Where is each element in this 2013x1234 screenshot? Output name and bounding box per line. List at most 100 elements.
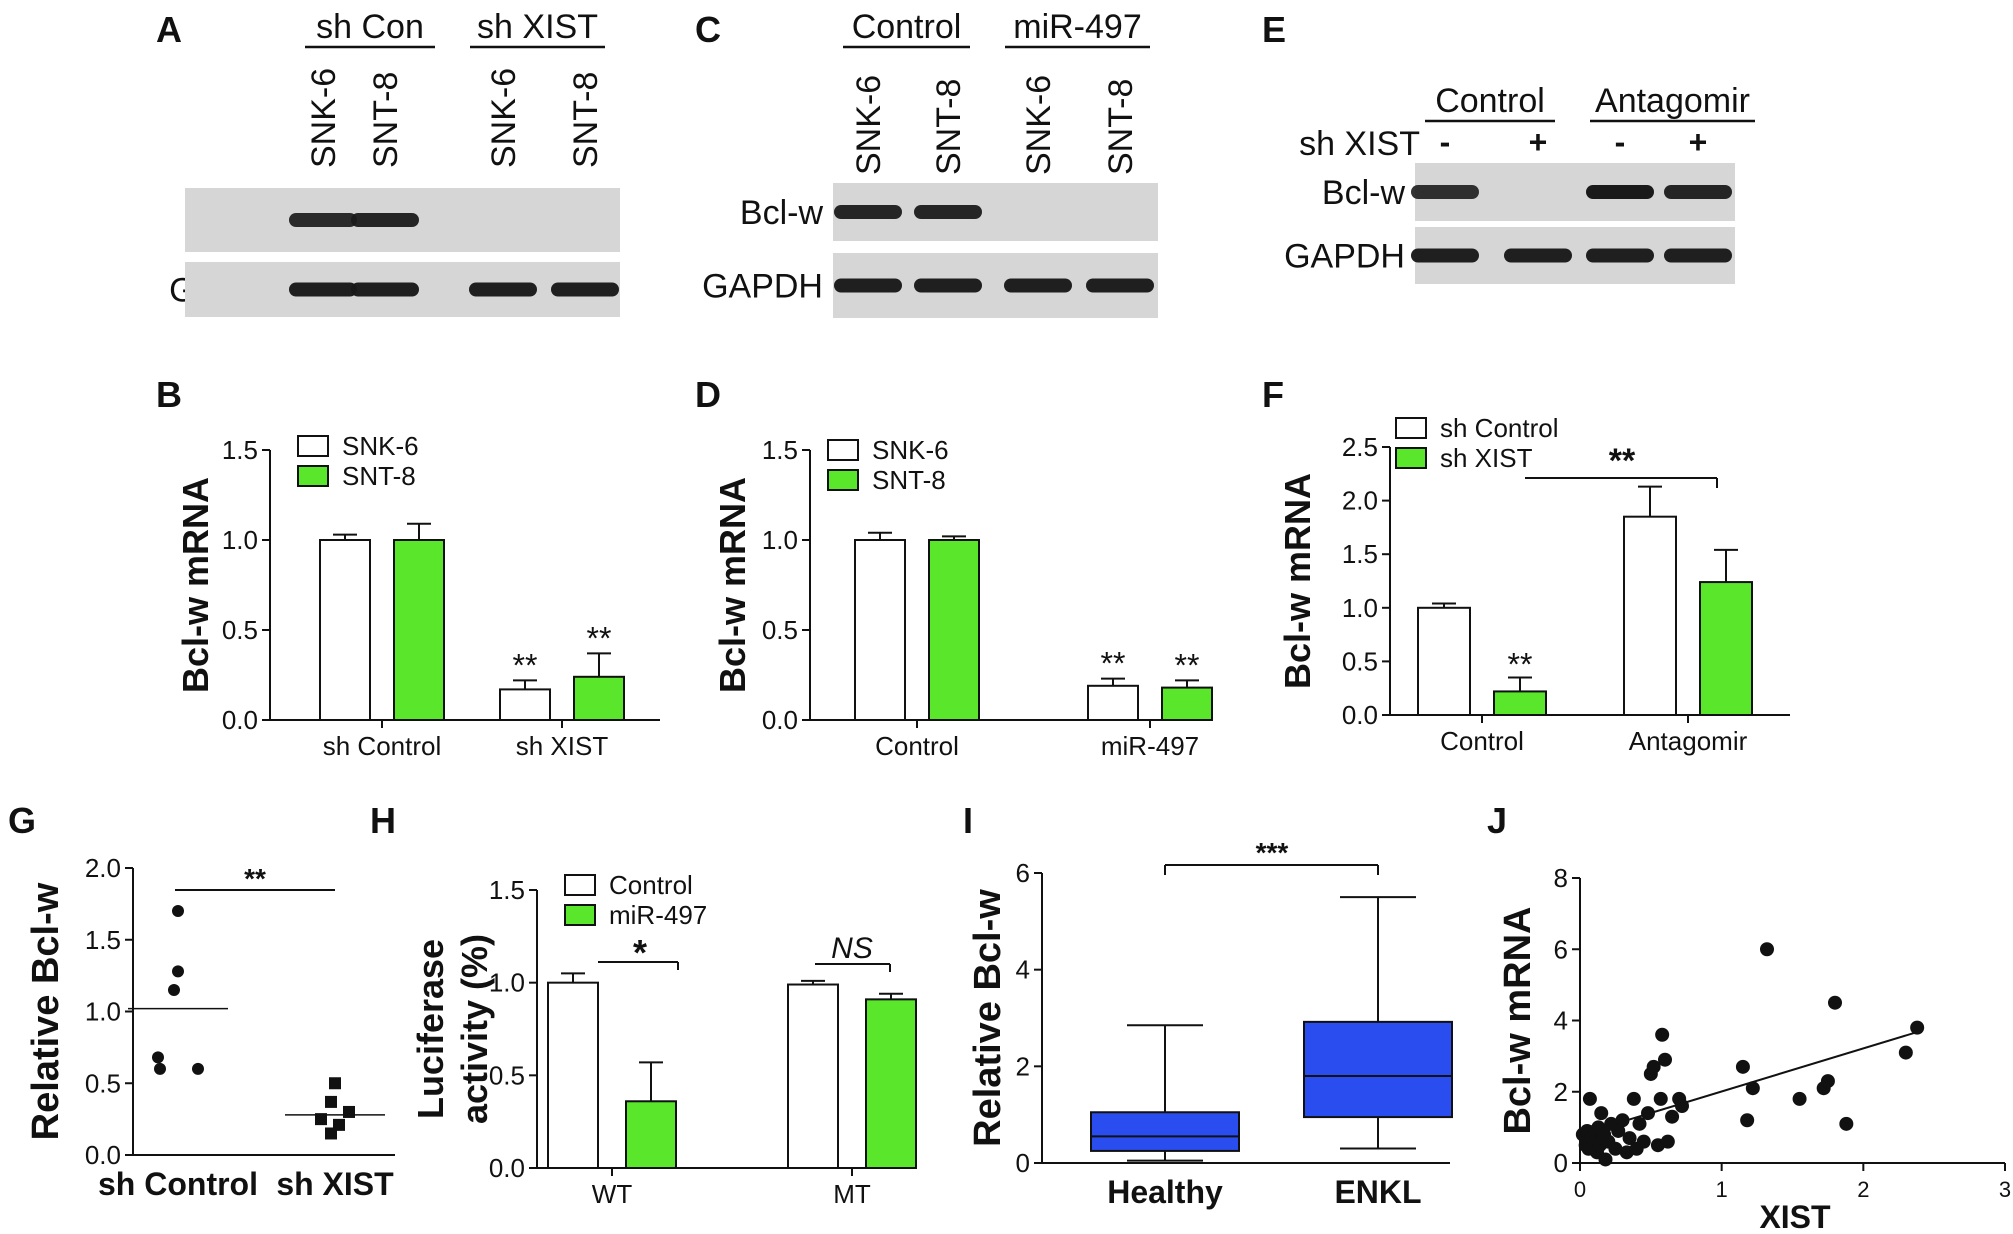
box-iqr xyxy=(1090,1111,1240,1152)
y-tick-label: 2 xyxy=(1016,1051,1030,1081)
x-tick-label: Control xyxy=(875,731,959,761)
data-point xyxy=(172,965,184,978)
blot-band xyxy=(834,278,902,293)
panel-letter-e: E xyxy=(1262,9,1286,50)
blot-group-label: Control xyxy=(1435,82,1545,120)
data-point xyxy=(1582,1091,1597,1106)
blot-band xyxy=(914,278,982,293)
legend-swatch xyxy=(564,874,596,896)
y-tick-label: 1.0 xyxy=(222,525,258,555)
blot-lane-label: SNK-6 xyxy=(485,68,523,168)
data-point xyxy=(1632,1116,1647,1131)
chart-panel-j: 0 2 4 6 8 Bcl-w mRNA 0 1 2 3 XIST xyxy=(1497,863,2011,1234)
panel-letters: A C E B D F G H I J xyxy=(8,9,1507,841)
legend-swatch xyxy=(564,904,596,926)
blot-sign: + xyxy=(1529,124,1548,160)
significance-mark: ** xyxy=(513,647,538,683)
blot-band xyxy=(834,205,902,219)
data-point xyxy=(315,1113,327,1126)
data-point xyxy=(1760,942,1774,957)
y-axis-label: Bcl-w mRNA xyxy=(175,477,216,693)
blot-band xyxy=(289,213,357,227)
data-point xyxy=(154,1062,166,1075)
blot-lane-label: SNT-8 xyxy=(567,72,605,168)
data-point xyxy=(1792,1091,1807,1106)
data-point xyxy=(1820,1074,1835,1089)
y-tick-label: 6 xyxy=(1554,934,1568,964)
data-point xyxy=(329,1077,341,1090)
x-tick-label: sh Control xyxy=(98,1166,258,1202)
data-point xyxy=(1910,1020,1925,1035)
blot-lane-label: SNT-8 xyxy=(1102,79,1140,175)
y-tick-label: 0.0 xyxy=(222,705,258,735)
blot-band xyxy=(1504,248,1572,263)
data-point xyxy=(1608,1141,1623,1156)
panel-letter-f: F xyxy=(1262,374,1284,415)
y-tick-label: 2 xyxy=(1554,1077,1568,1107)
blot-c: Control miR-497 SNK-6 SNT-8 SNK-6 SNT-8 Bcl-w G… xyxy=(702,8,1158,318)
blot-protein-label: Bcl-w xyxy=(1322,174,1406,212)
data-point xyxy=(1594,1106,1609,1121)
blot-protein-label: GAPDH xyxy=(1284,238,1405,276)
blot-band xyxy=(1411,248,1479,263)
bar-snk-6 xyxy=(319,539,371,721)
blot-protein-label: GAPDH xyxy=(702,268,823,306)
data-point xyxy=(343,1105,355,1118)
y-axis-label: Luciferase xyxy=(410,939,451,1119)
legend-label: SNK-6 xyxy=(342,431,419,461)
panel-letter-g: G xyxy=(8,800,36,841)
y-axis-label: Relative Bcl-w xyxy=(967,889,1009,1147)
y-tick-label: 1.5 xyxy=(85,925,121,955)
y-tick-label: 0.0 xyxy=(1342,700,1378,730)
significance-mark: ** xyxy=(1175,647,1200,683)
blot-band xyxy=(914,205,982,219)
y-tick-label: 0.5 xyxy=(762,615,798,645)
y-tick-label: 4 xyxy=(1016,955,1030,985)
data-point xyxy=(1898,1045,1913,1060)
legend-label: SNT-8 xyxy=(872,465,946,495)
x-tick-label: miR-497 xyxy=(1101,731,1199,761)
y-tick-label: 6 xyxy=(1016,858,1030,888)
data-point xyxy=(1735,1059,1750,1074)
data-point xyxy=(1615,1113,1630,1128)
y-tick-label: 0.0 xyxy=(762,705,798,735)
y-tick-label: 1.0 xyxy=(489,968,525,998)
blot-band xyxy=(351,213,419,227)
data-point xyxy=(1646,1059,1661,1074)
blot-group-label: Control xyxy=(852,8,962,46)
chart-panel-h: Luciferase activity (%) 0.0 0.5 1.0 1.5 WT MT Co… xyxy=(410,870,917,1209)
x-tick-label: sh XIST xyxy=(276,1166,394,1202)
blot-band xyxy=(551,282,619,297)
bar-sh-xist xyxy=(1699,581,1753,717)
bar-snk-6 xyxy=(499,688,551,722)
y-axis-label: activity (%) xyxy=(454,934,495,1124)
y-axis-label: Bcl-w mRNA xyxy=(1497,906,1539,1134)
legend-swatch xyxy=(1395,447,1427,469)
x-tick-label: 3 xyxy=(1999,1177,2011,1202)
panel-letter-a: A xyxy=(156,9,182,50)
bar-sh-control xyxy=(1417,606,1471,716)
legend-label: sh XIST xyxy=(1440,443,1533,473)
y-tick-label: 1.0 xyxy=(1342,593,1378,623)
bar-mir-497 xyxy=(625,1100,677,1170)
legend-swatch xyxy=(1395,417,1427,439)
data-point xyxy=(1598,1152,1613,1167)
bar-sh-xist xyxy=(1493,690,1547,717)
x-tick-label: 0 xyxy=(1574,1177,1586,1202)
x-tick-label: Healthy xyxy=(1107,1174,1223,1210)
panel-letter-d: D xyxy=(695,374,721,415)
bar-mir-497 xyxy=(865,998,917,1170)
blot-sign: - xyxy=(1440,124,1451,160)
legend-label: SNT-8 xyxy=(342,461,416,491)
blot-band xyxy=(1411,185,1479,199)
bar-snt-8 xyxy=(1161,686,1213,721)
blot-band xyxy=(469,282,537,297)
data-point xyxy=(1626,1091,1641,1106)
data-point xyxy=(1653,1091,1668,1106)
chart-panel-f: 0.0 0.5 1.0 1.5 2.0 2.5 Bcl-w mRNA Control Antag… xyxy=(1277,413,1790,756)
y-tick-label: 1.5 xyxy=(222,435,258,465)
y-tick-label: 8 xyxy=(1554,863,1568,893)
